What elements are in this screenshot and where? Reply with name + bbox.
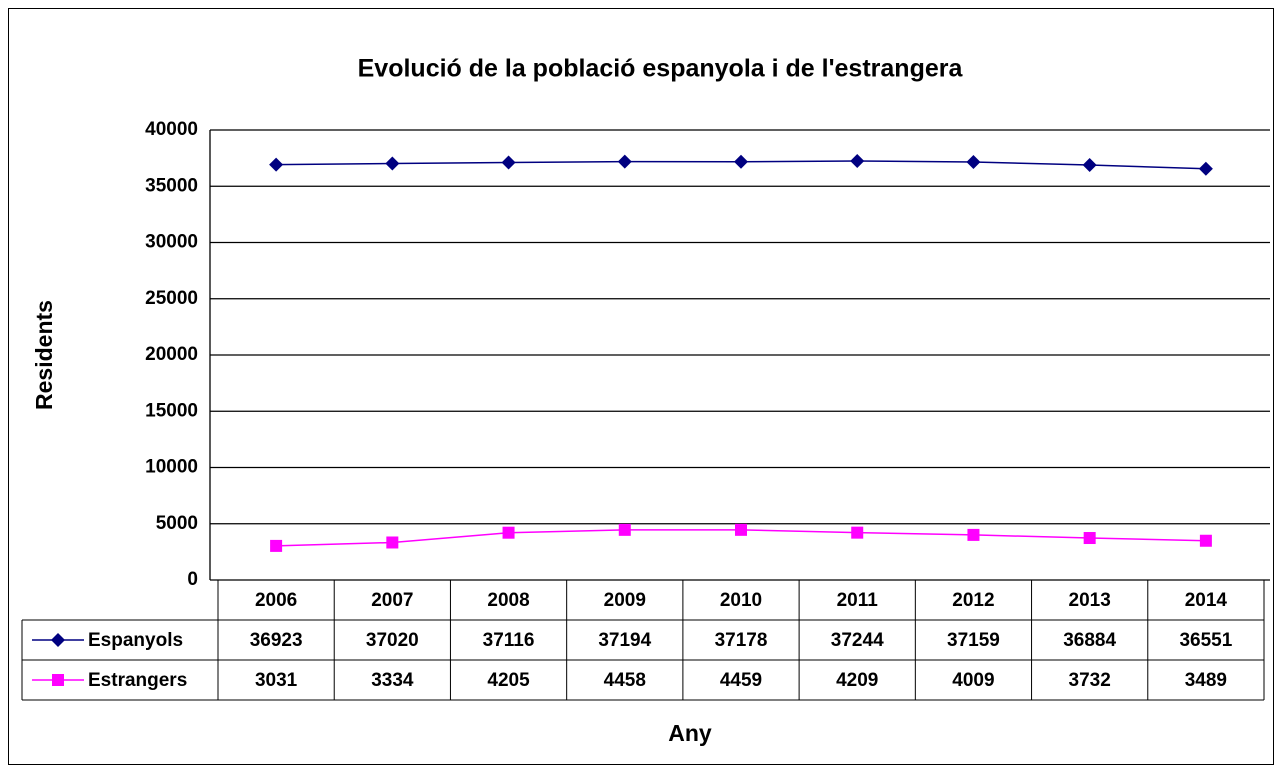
x-tick-label: 2006 xyxy=(255,590,297,611)
chart-title: Evolució de la població espanyola i de l… xyxy=(358,55,964,83)
marker xyxy=(618,523,631,536)
y-tick-label: 35000 xyxy=(145,175,198,196)
x-tick-label: 2007 xyxy=(371,590,413,611)
marker xyxy=(269,157,284,172)
y-axis-label: Residents xyxy=(31,300,57,410)
x-tick-label: 2013 xyxy=(1069,590,1111,611)
table-value: 37194 xyxy=(598,630,651,651)
table-value: 36551 xyxy=(1179,630,1232,651)
marker xyxy=(1082,158,1097,173)
table-value: 4458 xyxy=(604,670,646,691)
marker xyxy=(850,154,865,169)
x-tick-label: 2011 xyxy=(837,590,879,611)
marker xyxy=(1199,534,1212,547)
table-value: 37178 xyxy=(715,630,768,651)
table-value: 3732 xyxy=(1069,670,1111,691)
y-tick-label: 25000 xyxy=(145,288,198,309)
table-value: 4009 xyxy=(952,670,994,691)
marker xyxy=(270,539,283,552)
table-value: 37020 xyxy=(366,630,419,651)
x-axis-label: Any xyxy=(668,720,712,746)
marker xyxy=(851,526,864,539)
marker xyxy=(502,526,515,539)
marker xyxy=(1083,532,1096,545)
table-value: 3334 xyxy=(371,670,414,691)
y-tick-label: 15000 xyxy=(145,400,198,421)
table-value: 37116 xyxy=(483,630,535,651)
x-tick-label: 2009 xyxy=(604,590,646,611)
table-value: 36884 xyxy=(1063,630,1116,651)
legend-label: Estrangers xyxy=(88,670,187,691)
table-value: 37159 xyxy=(947,630,1000,651)
legend-marker xyxy=(52,674,64,686)
marker xyxy=(1198,161,1213,176)
y-tick-label: 5000 xyxy=(156,513,198,534)
marker xyxy=(967,528,980,541)
chart-border xyxy=(8,8,1274,765)
marker xyxy=(386,536,399,549)
y-tick-label: 10000 xyxy=(145,457,198,478)
y-tick-label: 0 xyxy=(187,569,198,590)
marker xyxy=(734,154,748,169)
table-value: 37244 xyxy=(831,630,884,651)
x-tick-label: 2008 xyxy=(487,590,529,611)
x-tick-label: 2014 xyxy=(1185,590,1228,611)
table-value: 4459 xyxy=(720,670,762,691)
x-tick-label: 2012 xyxy=(952,590,994,611)
table-value: 4205 xyxy=(487,670,530,691)
marker xyxy=(735,523,747,536)
table-value: 4209 xyxy=(836,670,878,691)
table-value: 3031 xyxy=(255,670,298,691)
marker xyxy=(617,154,632,169)
legend-label: Espanyols xyxy=(88,630,183,651)
y-tick-label: 20000 xyxy=(145,344,198,365)
table-value: 3489 xyxy=(1185,670,1227,691)
x-tick-label: 2010 xyxy=(720,590,762,611)
marker xyxy=(966,154,981,169)
marker xyxy=(501,155,516,170)
y-tick-label: 30000 xyxy=(145,232,198,253)
table-value: 36923 xyxy=(250,630,303,651)
marker xyxy=(385,156,400,171)
legend-marker xyxy=(51,633,65,647)
y-tick-label: 40000 xyxy=(145,119,198,140)
